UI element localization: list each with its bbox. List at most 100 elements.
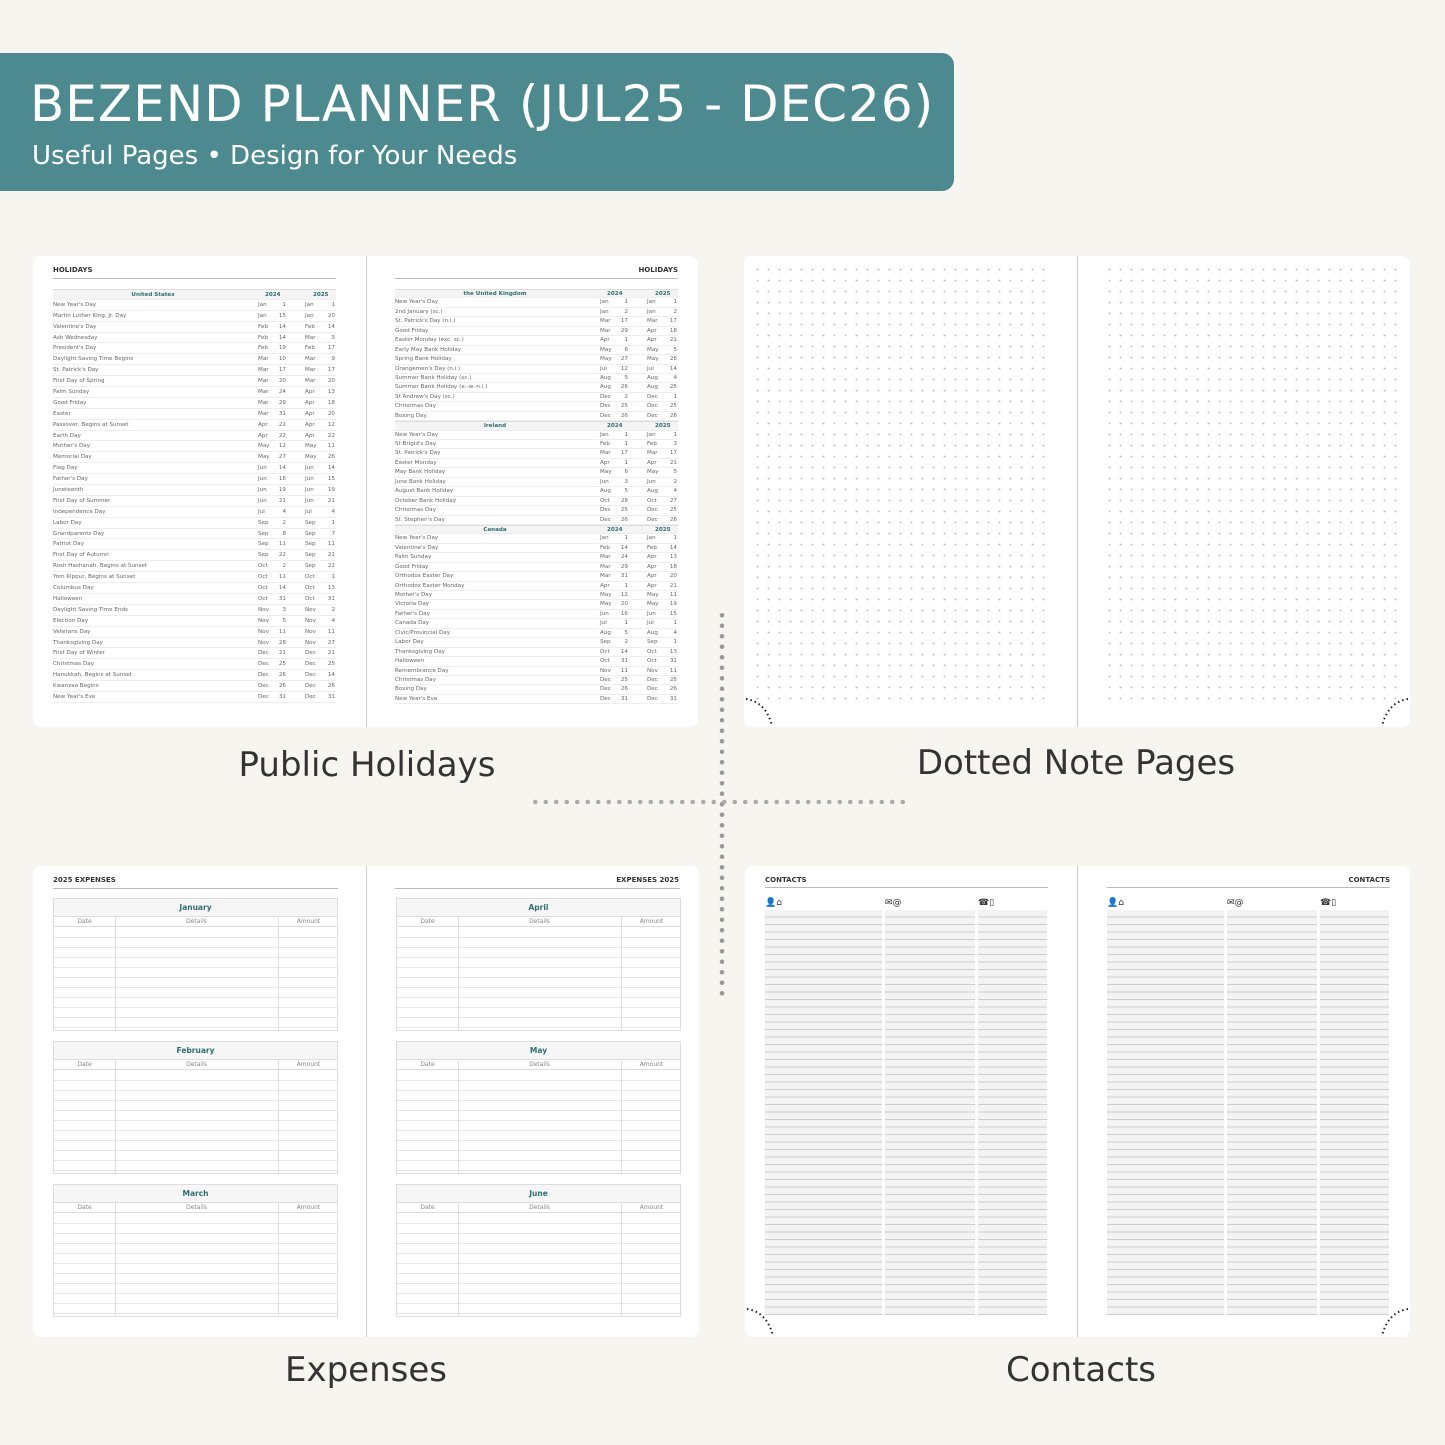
contact-column (978, 910, 1047, 1315)
holiday-row: Mother's Day May 12 May 11 (53, 441, 336, 453)
month-2024: May (600, 592, 612, 598)
month-2024: Oct (600, 658, 610, 665)
day-2024: 5 (624, 629, 628, 636)
day-2024: 16 (620, 610, 628, 617)
holiday-row: Patriot Day Sep 11 Sep 11 (53, 539, 336, 551)
month-2025: May (647, 469, 659, 476)
holiday-name: St. Patrick's Day (395, 450, 441, 457)
month-2025: Nov (305, 628, 316, 635)
day-2024: 25 (620, 507, 628, 514)
day-2025: 5 (673, 346, 677, 353)
holiday-row: Memorial Day May 27 May 26 (53, 452, 336, 464)
holiday-row: Thanksgiving Day Nov 28 Nov 27 (53, 638, 336, 649)
month-2025: Sep (305, 563, 316, 570)
holiday-name: Yom Kippur, Begins at Sunset (53, 574, 136, 581)
month-2025: Dec (647, 507, 658, 514)
day-2025: 11 (669, 592, 677, 598)
day-2024: 21 (278, 497, 286, 504)
day-2024: 29 (620, 563, 628, 570)
month-2024: Mar (600, 563, 611, 570)
month-2025: Apr (305, 421, 315, 428)
month-2025: May (305, 454, 317, 461)
month-2025: Aug (647, 384, 658, 391)
holiday-row: Orthodox Easter Day Mar 31 Apr 20 (395, 572, 678, 582)
holiday-name: Christmas Day (395, 676, 437, 683)
month-2025: Jul (647, 365, 654, 372)
day-2025: 1 (673, 639, 677, 646)
col-line (621, 1060, 622, 1173)
month-2025: Jan (647, 535, 656, 542)
holiday-row: St. Patrick's Day (n.i.) Mar 17 Mar 17 (395, 317, 678, 327)
holiday-name: Palm Sunday (53, 389, 90, 396)
dot-grid-right (1104, 264, 1404, 704)
month-2025: Apr (305, 389, 315, 396)
month-2025: Jul (305, 508, 312, 515)
holiday-row: Thanksgiving Day Oct 14 Oct 13 (395, 648, 678, 658)
month-2024: Dec (600, 507, 611, 514)
day-2024: 2 (282, 563, 286, 570)
day-2024: 25 (620, 403, 628, 410)
holiday-name: Hanukkah, Begins at Sunset (53, 672, 132, 679)
col-line (115, 917, 116, 1030)
holiday-row: Palm Sunday Mar 24 Apr 13 (395, 553, 678, 563)
day-2024: 1 (624, 459, 628, 466)
col-line (621, 917, 622, 1030)
day-2025: 1 (331, 574, 335, 581)
day-2024: 17 (620, 318, 628, 325)
uk-ie-ca-holiday-table: the United Kingdom 2024 2025 New Year's Day… (395, 289, 678, 705)
month-2024: Jun (258, 497, 267, 504)
month-2025: Feb (305, 345, 315, 352)
holiday-row: Easter Mar 31 Apr 20 (53, 409, 336, 420)
contact-column (1227, 910, 1317, 1315)
holiday-row: Good Friday Mar 29 Apr 18 (395, 327, 678, 337)
holiday-name: Summer Bank Holiday (sc.) (395, 374, 472, 381)
day-2024: 17 (620, 450, 628, 457)
year-2025: 2025 (655, 291, 671, 297)
month-2025: Dec (647, 686, 658, 693)
column-header: Date (420, 1204, 435, 1211)
column-header: Details (186, 918, 207, 925)
holiday-name: Valentine's Day (53, 323, 97, 330)
year-2024: 2024 (265, 292, 281, 298)
day-2025: 19 (669, 601, 677, 608)
month-2024: Dec (600, 686, 611, 693)
holiday-row: Election Day Nov 5 Nov 4 (53, 616, 336, 627)
holiday-name: Thanksgiving Day (53, 639, 103, 646)
holiday-row: New Year's Eve Dec 31 Dec 31 (395, 695, 678, 705)
month-2025: Nov (305, 606, 316, 613)
column-header: Details (529, 918, 550, 925)
column-header: Amount (296, 1061, 321, 1068)
holiday-name: Victoria Day (395, 601, 430, 608)
month-2024: Mar (258, 399, 269, 406)
month-2025: Apr (647, 573, 657, 580)
day-2024: 2 (624, 639, 628, 646)
holiday-row: New Year's Day Jan 1 Jan 1 (395, 298, 678, 308)
holiday-row: Passover, Begins at Sunset Apr 22 Apr 12 (53, 420, 336, 431)
holiday-name: Christmas Day (395, 507, 437, 514)
month-2025: Feb (305, 323, 315, 330)
year-2024: 2024 (607, 526, 623, 533)
day-2025: 25 (669, 507, 677, 514)
day-2024: 26 (278, 672, 286, 679)
day-2025: 20 (327, 410, 335, 417)
month-2024: Dec (258, 650, 269, 657)
month-2025: Mar (305, 367, 316, 374)
expense-rows (397, 928, 680, 1030)
holiday-name: Thanksgiving Day (395, 648, 445, 655)
day-2025: 27 (669, 497, 677, 504)
holiday-row: Summer Bank Holiday (e.-w.-n.i.) Aug 26 Aug… (395, 383, 678, 393)
day-2025: 27 (327, 639, 335, 646)
month-2024: Dec (258, 672, 269, 679)
day-2024: 15 (278, 312, 286, 319)
holiday-row: Columbus Day Oct 14 Oct 13 (53, 583, 336, 594)
day-2024: 1 (624, 337, 628, 344)
day-2025: 13 (327, 389, 335, 396)
month-2024: Feb (600, 544, 610, 551)
col-line (458, 1203, 459, 1316)
banner-title: BEZEND PLANNER (JUL25 - DEC26) (30, 75, 935, 133)
month-2024: Jun (258, 476, 267, 483)
day-2025: 31 (327, 693, 335, 700)
month-2025: Apr (647, 554, 657, 561)
day-2024: 2 (624, 308, 628, 315)
day-2025: 9 (331, 356, 335, 363)
